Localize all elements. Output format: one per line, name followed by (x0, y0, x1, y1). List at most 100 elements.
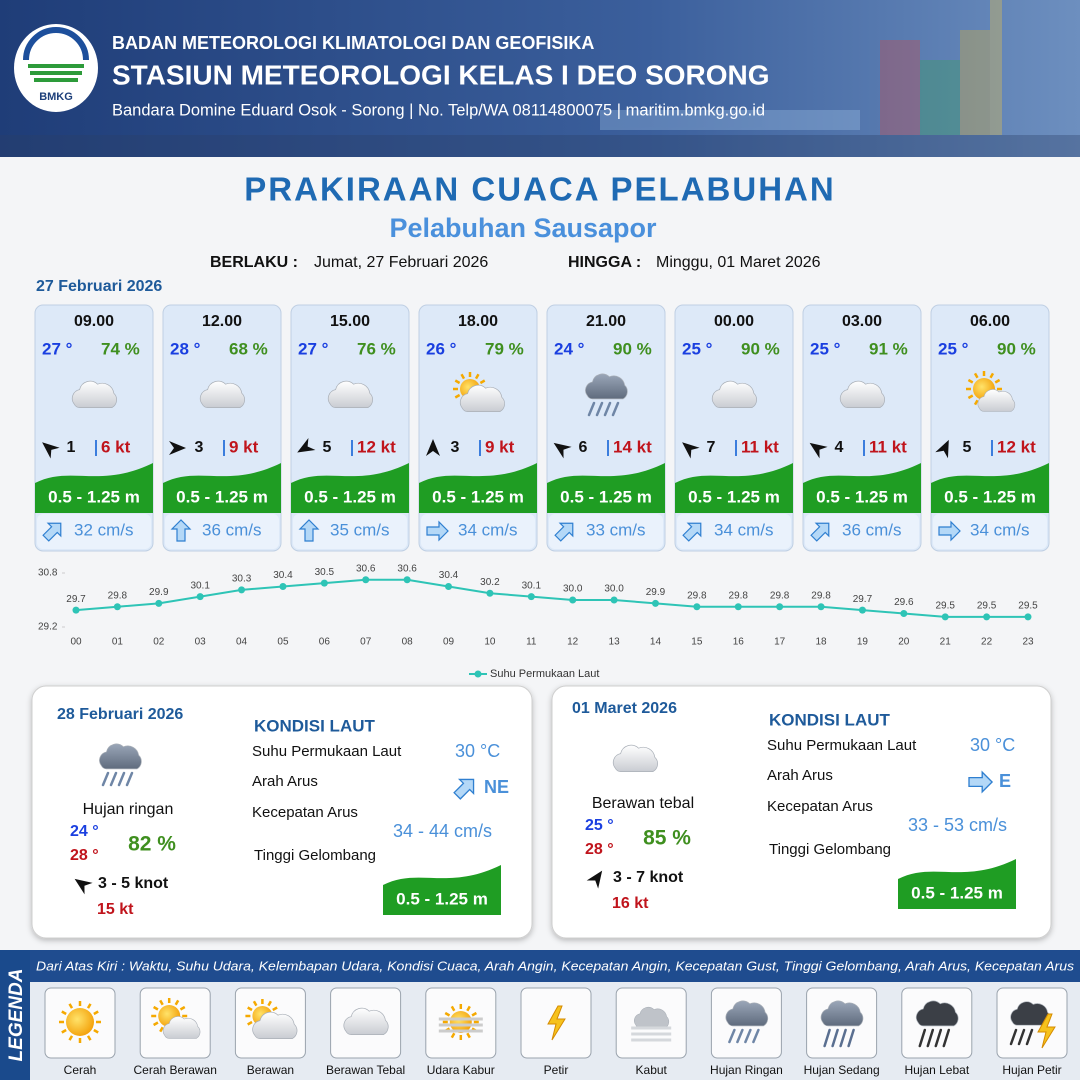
data-label: 29.5 (1018, 601, 1038, 612)
data-label: 30.5 (315, 567, 335, 578)
time: 21.00 (586, 313, 626, 330)
sun-ray (973, 372, 979, 379)
rain-drop (942, 1028, 951, 1048)
gust: 14 kt (613, 437, 652, 456)
rain-drop (831, 1028, 839, 1048)
logo-text: BMKG (39, 91, 73, 103)
cloud-icon (343, 1007, 389, 1035)
current-arrow (426, 520, 449, 542)
temperature: 26 ° (426, 339, 457, 358)
sun-ray (252, 1000, 258, 1007)
cloud-shape (915, 1000, 959, 1027)
data-label: 30.0 (604, 584, 624, 595)
current-row (933, 514, 1047, 549)
wave-height: 0.5 - 1.25 m (48, 487, 140, 506)
rain-drop (926, 1028, 935, 1048)
sst-point (279, 583, 287, 590)
sst: 30 °C (455, 741, 500, 761)
current-arrow (42, 522, 62, 542)
sea-label: Tinggi Gelombang (769, 841, 891, 858)
current-row (677, 514, 791, 549)
wave-height: 0.5 - 1.25 m (396, 889, 488, 908)
legend-marker (474, 670, 482, 678)
current-arrow (810, 522, 830, 542)
sun-ray (179, 1005, 186, 1011)
sst-point (445, 583, 453, 590)
data-label: 29.6 (894, 597, 914, 608)
data-label: 29.5 (935, 601, 955, 612)
sun-ray (973, 399, 979, 406)
rain-drop (101, 771, 110, 787)
humidity: 90 % (741, 339, 780, 358)
wind-speed: 6 (579, 439, 588, 456)
gust: 9 kt (485, 437, 515, 456)
current-row (165, 514, 279, 549)
x-tick-label: 08 (402, 637, 414, 648)
sun-ray (272, 1006, 278, 1012)
x-tick-label: 21 (940, 637, 952, 648)
x-tick-label: 03 (195, 637, 207, 648)
sst-point (858, 606, 866, 614)
cloud-shape (327, 380, 373, 408)
time: 18.00 (458, 313, 498, 330)
gust: 11 kt (869, 437, 907, 456)
current-speed: 34 cm/s (970, 520, 1030, 539)
x-tick-label: 15 (691, 637, 703, 648)
rain-drop (934, 1028, 943, 1048)
wave (163, 463, 281, 513)
gust: 15 kt (97, 901, 134, 918)
separator (351, 440, 353, 456)
sst-point (693, 603, 701, 611)
rain-drop (1025, 1028, 1034, 1046)
sun-ray (450, 1032, 456, 1039)
valid-from: Jumat, 27 Februari 2026 (314, 254, 488, 271)
cloud-shape (725, 1000, 769, 1027)
data-label: 29.8 (811, 590, 831, 601)
gust: 12 kt (997, 437, 1036, 456)
data-label: 30.1 (190, 580, 210, 591)
temperature: 25 ° (810, 339, 841, 358)
current-arrow (453, 778, 475, 800)
sun-icon (59, 1001, 101, 1043)
current-speed: 36 cm/s (202, 520, 262, 539)
legend-label: Kabut (636, 1063, 668, 1077)
rain-drop (918, 1028, 927, 1048)
day-date: 01 Maret 2026 (572, 700, 677, 717)
x-tick-label: 02 (153, 637, 165, 648)
rain-drop (109, 771, 118, 787)
logo-stripe (30, 71, 82, 75)
time: 15.00 (330, 313, 370, 330)
time: 00.00 (714, 313, 754, 330)
sea-label: Kecepatan Arus (252, 804, 358, 821)
legend-side (0, 950, 30, 1080)
sun-ray (86, 1035, 92, 1041)
sun-ray (479, 379, 486, 385)
gust: 11 kt (741, 437, 779, 456)
temp-min: 24 ° (70, 823, 99, 840)
sea-heading: KONDISI LAUT (769, 710, 891, 729)
condition: Berawan tebal (592, 795, 694, 812)
wave (675, 463, 793, 513)
data-label: 30.6 (397, 563, 417, 574)
sun-ray (967, 378, 974, 384)
sun-icon (442, 1004, 479, 1040)
sst-point (569, 596, 577, 604)
cloud-icon (459, 384, 505, 412)
legend-description: Dari Atas Kiri : Waktu, Suhu Udara, Kele… (36, 958, 1075, 973)
logo-arc (23, 27, 89, 61)
data-label: 29.8 (108, 590, 128, 601)
wave (547, 463, 665, 513)
x-tick-label: 20 (898, 637, 910, 648)
sun-ray (474, 373, 480, 380)
time: 12.00 (202, 313, 242, 330)
data-label: 30.6 (356, 563, 376, 574)
wave (419, 463, 537, 513)
day1-date: 27 Februari 2026 (36, 278, 162, 295)
x-tick-label: 12 (567, 637, 579, 648)
temperature: 25 ° (938, 339, 969, 358)
sst-line (75, 578, 1028, 618)
bolt-icon (547, 1005, 566, 1041)
valid-from-label: BERLAKU : (210, 254, 298, 271)
x-tick-label: 11 (526, 637, 537, 648)
wave-height: 0.5 - 1.25 m (176, 487, 268, 506)
